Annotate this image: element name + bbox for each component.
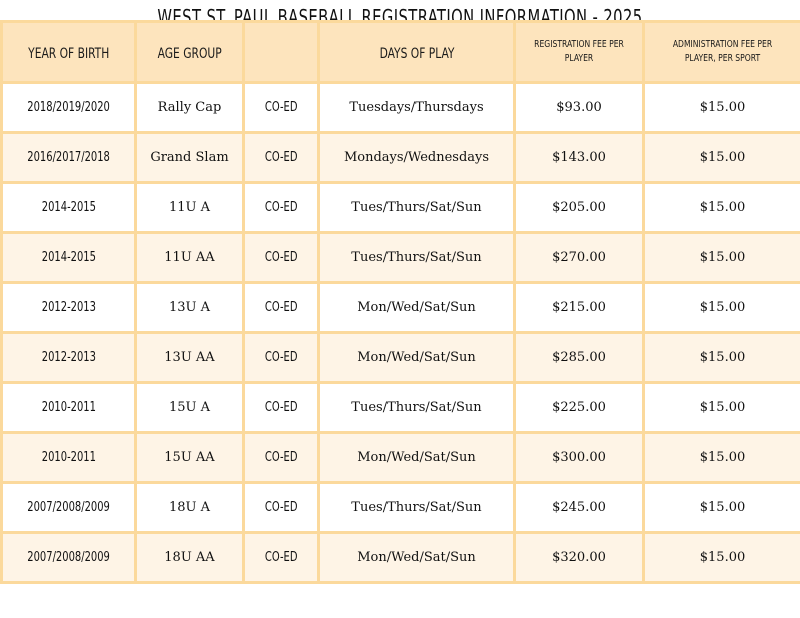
year-of-birth-cell: 2010-2011 [0,381,137,434]
registration-fee-cell: $205.00 [513,181,645,234]
year-of-birth-cell: 2012-2013 [0,331,137,384]
table-row: 2012-2013 13U AA CO-ED Mon/Wed/Sat/Sun $… [0,331,800,384]
year-of-birth-cell: 2010-2011 [0,431,137,484]
registration-fee-cell: $285.00 [513,331,645,384]
age-group-cell: Grand Slam [134,131,245,184]
gender-cell: CO-ED [242,531,320,584]
gender-cell: CO-ED [242,81,320,134]
days-of-play-cell: Mon/Wed/Sat/Sun [317,331,516,384]
header-registration-fee: REGISTRATION FEE PER PLAYER [513,20,645,84]
header-days-of-play: DAYS OF PLAY [317,20,516,84]
age-group-cell: 18U A [134,481,245,534]
registration-fee-cell: $270.00 [513,231,645,284]
registration-fee-cell: $93.00 [513,81,645,134]
gender-cell: CO-ED [242,281,320,334]
gender-cell: CO-ED [242,431,320,484]
gender-cell: CO-ED [242,331,320,384]
year-of-birth-cell: 2014-2015 [0,181,137,234]
admin-fee-cell: $15.00 [642,131,800,184]
header-age-group: AGE GROUP [134,20,245,84]
year-of-birth-cell: 2018/2019/2020 [0,81,137,134]
gender-cell: CO-ED [242,231,320,284]
days-of-play-cell: Tues/Thurs/Sat/Sun [317,181,516,234]
registration-fee-cell: $320.00 [513,531,645,584]
table-row: 2016/2017/2018 Grand Slam CO-ED Mondays/… [0,131,800,184]
year-of-birth-cell: 2014-2015 [0,231,137,284]
admin-fee-cell: $15.00 [642,331,800,384]
table-row: 2014-2015 11U AA CO-ED Tues/Thurs/Sat/Su… [0,231,800,284]
gender-cell: CO-ED [242,381,320,434]
days-of-play-cell: Mon/Wed/Sat/Sun [317,281,516,334]
admin-fee-cell: $15.00 [642,481,800,534]
header-admin-fee: ADMINISTRATION FEE PER PLAYER, PER SPORT [642,20,800,84]
table-row: 2007/2008/2009 18U AA CO-ED Mon/Wed/Sat/… [0,531,800,584]
registration-fee-cell: $225.00 [513,381,645,434]
days-of-play-cell: Mon/Wed/Sat/Sun [317,431,516,484]
age-group-cell: 15U A [134,381,245,434]
gender-cell: CO-ED [242,181,320,234]
year-of-birth-cell: 2016/2017/2018 [0,131,137,184]
year-of-birth-cell: 2012-2013 [0,281,137,334]
days-of-play-cell: Tues/Thurs/Sat/Sun [317,381,516,434]
table-row: 2010-2011 15U A CO-ED Tues/Thurs/Sat/Sun… [0,381,800,434]
age-group-cell: 11U AA [134,231,245,284]
table-row: 2012-2013 13U A CO-ED Mon/Wed/Sat/Sun $2… [0,281,800,334]
age-group-cell: 13U AA [134,331,245,384]
table-row: 2018/2019/2020 Rally Cap CO-ED Tuesdays/… [0,81,800,134]
days-of-play-cell: Mondays/Wednesdays [317,131,516,184]
gender-cell: CO-ED [242,131,320,184]
registration-fee-cell: $300.00 [513,431,645,484]
age-group-cell: 11U A [134,181,245,234]
table-row: 2010-2011 15U AA CO-ED Mon/Wed/Sat/Sun $… [0,431,800,484]
registration-fee-cell: $215.00 [513,281,645,334]
age-group-cell: Rally Cap [134,81,245,134]
header-year-of-birth: YEAR OF BIRTH [0,20,137,84]
table-row: 2014-2015 11U A CO-ED Tues/Thurs/Sat/Sun… [0,181,800,234]
registration-table: YEAR OF BIRTH AGE GROUP DAYS OF PLAY REG… [0,20,800,584]
admin-fee-cell: $15.00 [642,81,800,134]
days-of-play-cell: Tuesdays/Thursdays [317,81,516,134]
days-of-play-cell: Tues/Thurs/Sat/Sun [317,231,516,284]
admin-fee-cell: $15.00 [642,181,800,234]
age-group-cell: 15U AA [134,431,245,484]
age-group-cell: 13U A [134,281,245,334]
days-of-play-cell: Mon/Wed/Sat/Sun [317,531,516,584]
age-group-cell: 18U AA [134,531,245,584]
header-gender [242,20,320,84]
gender-cell: CO-ED [242,481,320,534]
year-of-birth-cell: 2007/2008/2009 [0,481,137,534]
table-row: 2007/2008/2009 18U A CO-ED Tues/Thurs/Sa… [0,481,800,534]
header-row: YEAR OF BIRTH AGE GROUP DAYS OF PLAY REG… [0,20,800,84]
admin-fee-cell: $15.00 [642,431,800,484]
admin-fee-cell: $15.00 [642,531,800,584]
registration-fee-cell: $143.00 [513,131,645,184]
registration-fee-cell: $245.00 [513,481,645,534]
admin-fee-cell: $15.00 [642,281,800,334]
days-of-play-cell: Tues/Thurs/Sat/Sun [317,481,516,534]
admin-fee-cell: $15.00 [642,231,800,284]
admin-fee-cell: $15.00 [642,381,800,434]
year-of-birth-cell: 2007/2008/2009 [0,531,137,584]
